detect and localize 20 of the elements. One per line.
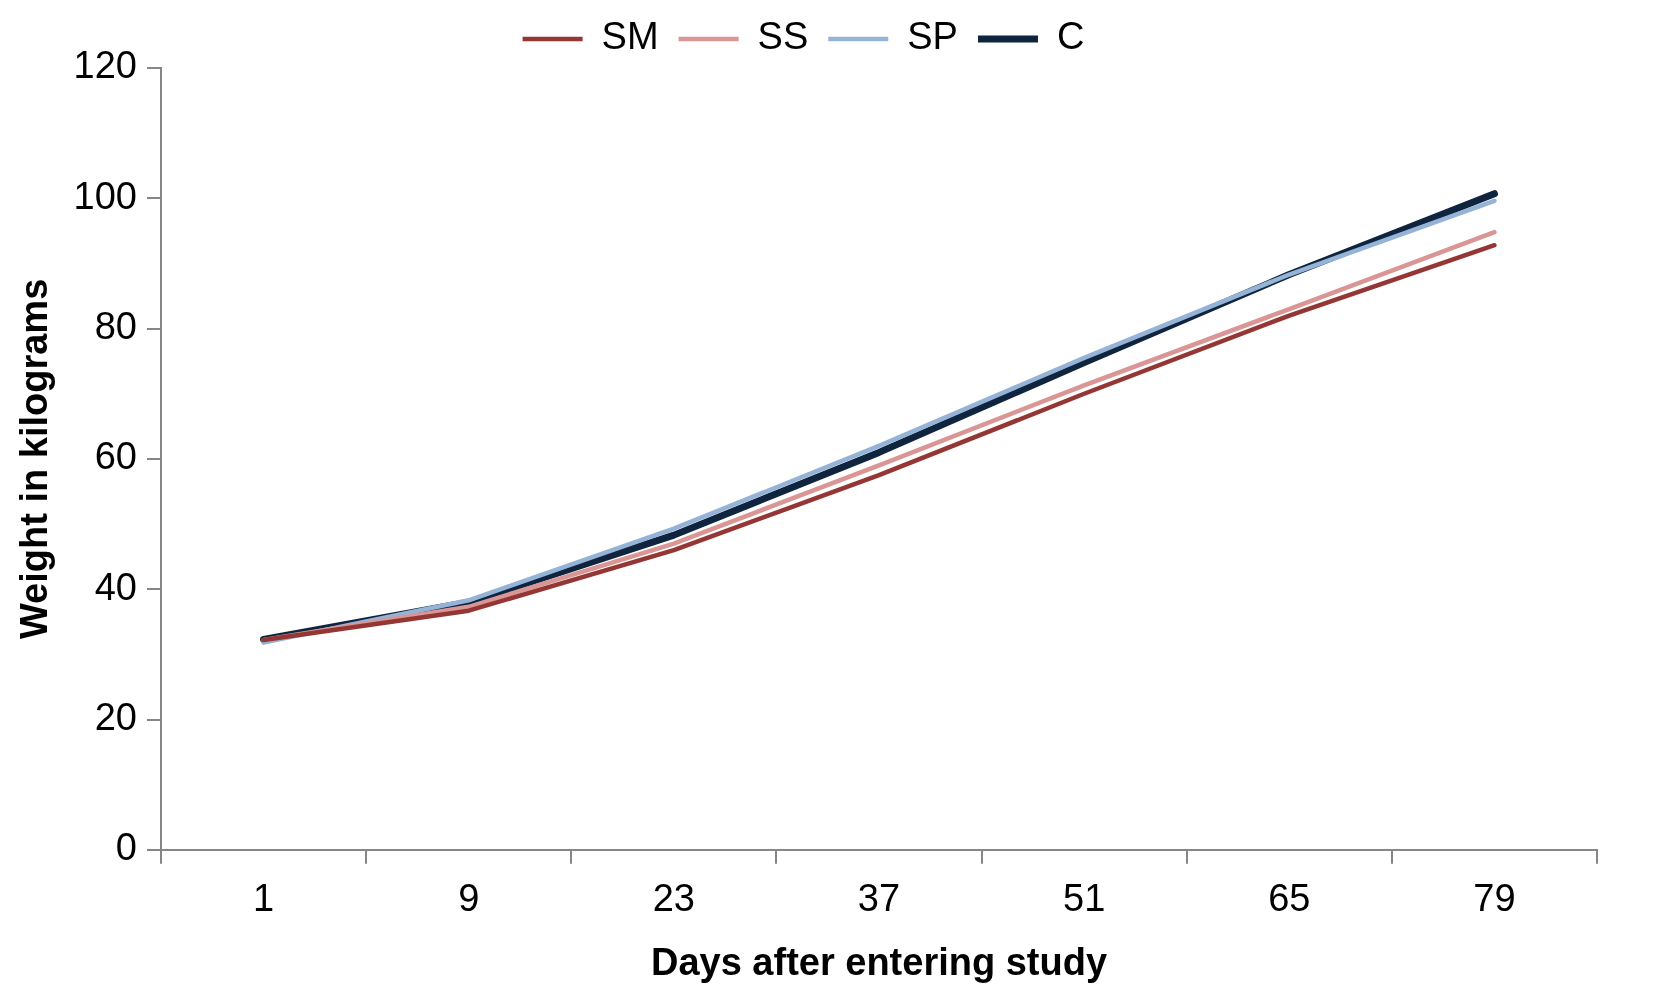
y-tick-label: 0 <box>115 826 137 869</box>
x-tick-label: 23 <box>652 877 695 920</box>
x-tick-label: 79 <box>1473 877 1516 920</box>
y-tick-label: 40 <box>94 565 137 608</box>
legend-label: C <box>1056 15 1085 58</box>
x-axis-title: Days after entering study <box>650 940 1108 983</box>
y-tick-label: 100 <box>73 174 137 217</box>
y-tick-label: 120 <box>73 44 137 87</box>
x-tick-label: 65 <box>1268 877 1311 920</box>
x-tick-label: 37 <box>857 877 901 920</box>
legend-label: SP <box>907 15 958 58</box>
legend-label: SM <box>601 15 659 58</box>
y-tick-label: 80 <box>94 305 137 348</box>
x-tick-label: 9 <box>458 877 480 920</box>
x-tick-label: 51 <box>1063 877 1106 920</box>
legend-label: SS <box>757 15 809 58</box>
y-tick-label: 20 <box>94 695 137 738</box>
x-tick-label: 1 <box>253 877 275 920</box>
y-axis-title: Weight in kilograms <box>13 278 56 640</box>
y-tick-label: 60 <box>94 435 137 478</box>
